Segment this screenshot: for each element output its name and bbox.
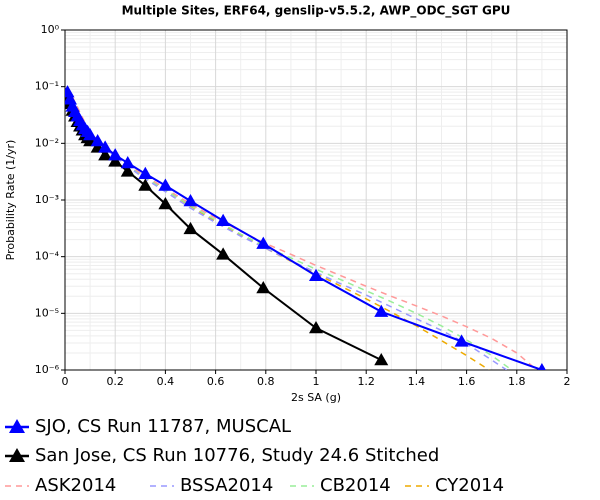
data-point (138, 166, 153, 180)
y-tick-label: 10⁻⁶ (35, 363, 60, 376)
legend-marker (9, 448, 25, 462)
data-point (65, 92, 78, 105)
series-line (66, 86, 538, 370)
legend-label: ASK2014 (35, 475, 116, 496)
data-point (98, 140, 113, 153)
data-point (158, 196, 173, 210)
y-axis-label: Probability Rate (1/yr) (4, 140, 17, 261)
plot-frame (64, 29, 568, 371)
x-tick-label: 0 (62, 375, 69, 388)
data-point (256, 236, 271, 249)
data-point (90, 133, 105, 147)
legend-label: CB2014 (320, 475, 391, 496)
x-tick-label: 1 (313, 375, 320, 388)
data-point (98, 148, 113, 161)
data-point (65, 85, 75, 98)
x-tick-label: 1.6 (458, 375, 476, 388)
x-tick-label: 0.4 (157, 375, 175, 388)
x-tick-label: 2 (564, 375, 571, 388)
legend-label: BSSA2014 (180, 475, 273, 496)
y-tick-label: 10⁻³ (35, 193, 59, 206)
data-point (183, 221, 198, 235)
legend-label: CY2014 (435, 475, 504, 496)
data-point (216, 213, 231, 227)
y-tick-label: 10⁻² (35, 136, 59, 149)
x-tick-label: 0.8 (257, 375, 275, 388)
x-tick-label: 1.2 (357, 375, 375, 388)
legend-label: SJO, CS Run 11787, MUSCAL (35, 416, 291, 437)
y-tick-label: 10⁻¹ (35, 80, 59, 93)
x-axis-label: 2s SA (g) (291, 391, 341, 404)
data-point (454, 334, 469, 347)
y-tick-label: 10⁰ (41, 23, 60, 36)
series-line (66, 86, 513, 370)
data-point (120, 155, 135, 169)
data-point (108, 148, 123, 161)
x-tick-label: 1.4 (408, 375, 426, 388)
x-tick-label: 0.2 (106, 375, 124, 388)
y-tick-label: 10⁻⁵ (35, 306, 59, 319)
data-point (309, 321, 323, 334)
data-point (309, 268, 323, 282)
x-tick-label: 0.6 (207, 375, 225, 388)
data-point (537, 363, 546, 370)
data-point (83, 128, 98, 141)
chart-title: Multiple Sites, ERF64, genslip-v5.5.2, A… (122, 4, 511, 19)
data-point (108, 154, 123, 167)
x-tick-label: 1.8 (508, 375, 526, 388)
data-point (158, 178, 173, 191)
data-point (183, 194, 198, 207)
legend-marker (9, 419, 25, 433)
plot-content (65, 85, 546, 370)
data-point (256, 280, 271, 294)
legend-label: San Jose, CS Run 10776, Study 24.6 Stitc… (35, 445, 439, 466)
data-point (374, 304, 389, 317)
data-point (216, 247, 231, 260)
y-tick-label: 10⁻⁴ (35, 250, 60, 263)
data-point (374, 353, 389, 366)
data-point (120, 164, 135, 177)
data-point (138, 178, 153, 191)
